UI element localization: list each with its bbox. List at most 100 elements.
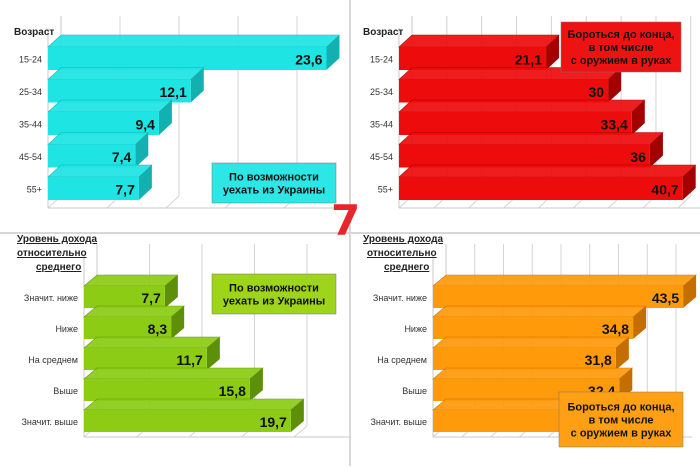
annotation-text: уехать из Украины: [223, 185, 325, 197]
category-axis-label: относительно: [17, 248, 87, 259]
category-tick-label: Выше: [402, 386, 427, 396]
bar-front-face: [433, 348, 616, 370]
category-axis-label: Уровень дохода: [17, 234, 97, 245]
bar-side-face: [249, 368, 263, 401]
chart-age-emigrate: Возраст 23,6 15-24 12,1 25-34 9,4 35-44 7,4 45-5…: [0, 0, 350, 233]
bar-side-face: [190, 67, 204, 103]
bar-top-face: [83, 398, 305, 411]
bar-side-face: [135, 132, 149, 168]
bar-top-face: [432, 336, 630, 349]
category-tick-label: Значит. выше: [370, 417, 427, 427]
bar-value-label: 34,8: [602, 321, 629, 337]
category-tick-label: Значит. ниже: [373, 293, 427, 303]
bar-top-face: [398, 132, 664, 145]
category-axis-label: Возраст: [363, 27, 403, 38]
gridline: [293, 425, 308, 438]
gridline: [677, 195, 692, 209]
bar-front-face: [48, 47, 327, 70]
bar-0: 23,6: [47, 34, 341, 70]
bar-2: 9,4: [47, 99, 173, 135]
bar-4: 40,7: [398, 164, 697, 200]
category-tick-label: 35-44: [19, 120, 42, 130]
bar-side-face: [649, 132, 663, 168]
bar-front-face: [48, 79, 191, 103]
bar-value-label: 31,8: [585, 352, 612, 368]
bar-4: 7,7: [47, 164, 153, 200]
bar-top-face: [47, 99, 173, 113]
bar-front-face: [433, 410, 595, 432]
bar-top-face: [47, 34, 341, 48]
bar-top-face: [432, 367, 634, 380]
bar-top-face: [83, 274, 179, 287]
bar-value-label: 33,4: [601, 117, 628, 133]
bar-value-label: 8,3: [148, 321, 168, 337]
bar-4: 19,7: [83, 398, 305, 432]
bar-side-face: [683, 275, 697, 308]
bar-value-label: 7,7: [141, 290, 161, 306]
category-axis-label: Уровень дохода: [363, 234, 443, 245]
bar-top-face: [398, 99, 646, 113]
bar-3: 7,4: [47, 132, 150, 168]
annotation-box: [211, 273, 337, 315]
bar-front-face: [433, 286, 684, 308]
page-number: 7: [331, 196, 361, 245]
annotation-text: в том числе: [588, 42, 653, 54]
bar-value-label: 15,8: [219, 383, 246, 399]
bar-value-label: 11,7: [176, 352, 203, 368]
category-tick-label: 25-34: [19, 87, 42, 97]
bar-top-face: [83, 336, 221, 349]
chart-income-fight: Уровень дохода относительно среднего 43,5 Зн…: [351, 234, 700, 467]
bar-front-face: [433, 317, 634, 339]
bar-side-face: [608, 67, 622, 103]
bar-front-face: [399, 177, 683, 200]
bar-3: 36: [398, 132, 664, 168]
bar-side-face: [633, 306, 647, 339]
bar-top-face: [83, 367, 264, 380]
bar-front-face: [399, 47, 547, 70]
annotation-text: уехать из Украины: [223, 296, 325, 308]
category-tick-label: Ниже: [55, 324, 78, 334]
annotation-text: в том числе: [588, 415, 653, 427]
category-tick-label: Выше: [53, 386, 78, 396]
bar-0: 43,5: [432, 274, 697, 308]
category-axis-label: среднего: [36, 262, 81, 273]
bar-side-face: [164, 275, 178, 308]
category-tick-label: На среднем: [28, 355, 78, 365]
bar-front-face: [399, 79, 609, 103]
bar-side-face: [290, 399, 304, 432]
bar-value-label: 19,7: [260, 414, 287, 430]
bar-value-label: 36: [630, 149, 646, 165]
bar-value-label: 7,7: [115, 182, 135, 198]
bar-value-label: 7,4: [112, 149, 132, 165]
chart-age-fight: Возраст 21,1 15-24 30 25-34 33,4 35-44 36 45-54 4…: [351, 0, 700, 233]
bar-front-face: [399, 144, 650, 168]
annotation-box: [211, 162, 337, 204]
bar-front-face: [84, 317, 172, 339]
bar-3: 15,8: [83, 367, 264, 401]
category-tick-label: 15-24: [19, 55, 42, 65]
bar-0: 7,7: [83, 274, 179, 308]
bar-top-face: [47, 67, 205, 80]
bar-side-face: [158, 100, 172, 135]
bar-top-face: [432, 305, 647, 318]
category-tick-label: Значит. ниже: [24, 293, 78, 303]
gridline: [165, 195, 180, 209]
annotation-text: По возможности: [229, 172, 319, 184]
category-tick-label: На среднем: [377, 355, 427, 365]
category-axis-label: Возраст: [14, 27, 54, 38]
bar-side-face: [171, 306, 185, 339]
bar-side-face: [682, 165, 696, 200]
bar-value-label: 21,1: [515, 52, 542, 68]
bar-front-face: [84, 348, 207, 370]
bar-front-face: [48, 112, 159, 135]
bar-1: 30: [398, 67, 622, 103]
category-tick-label: Ниже: [404, 324, 427, 334]
chart-svg-2: Уровень дохода относительно среднего 7,7 Зна…: [17, 234, 350, 438]
panel-divider-horizontal: [0, 232, 700, 234]
annotation-text: с оружием в руках: [571, 428, 673, 440]
bar-side-face: [326, 35, 340, 70]
category-tick-label: 45-54: [370, 152, 393, 162]
bar-front-face: [84, 286, 165, 308]
